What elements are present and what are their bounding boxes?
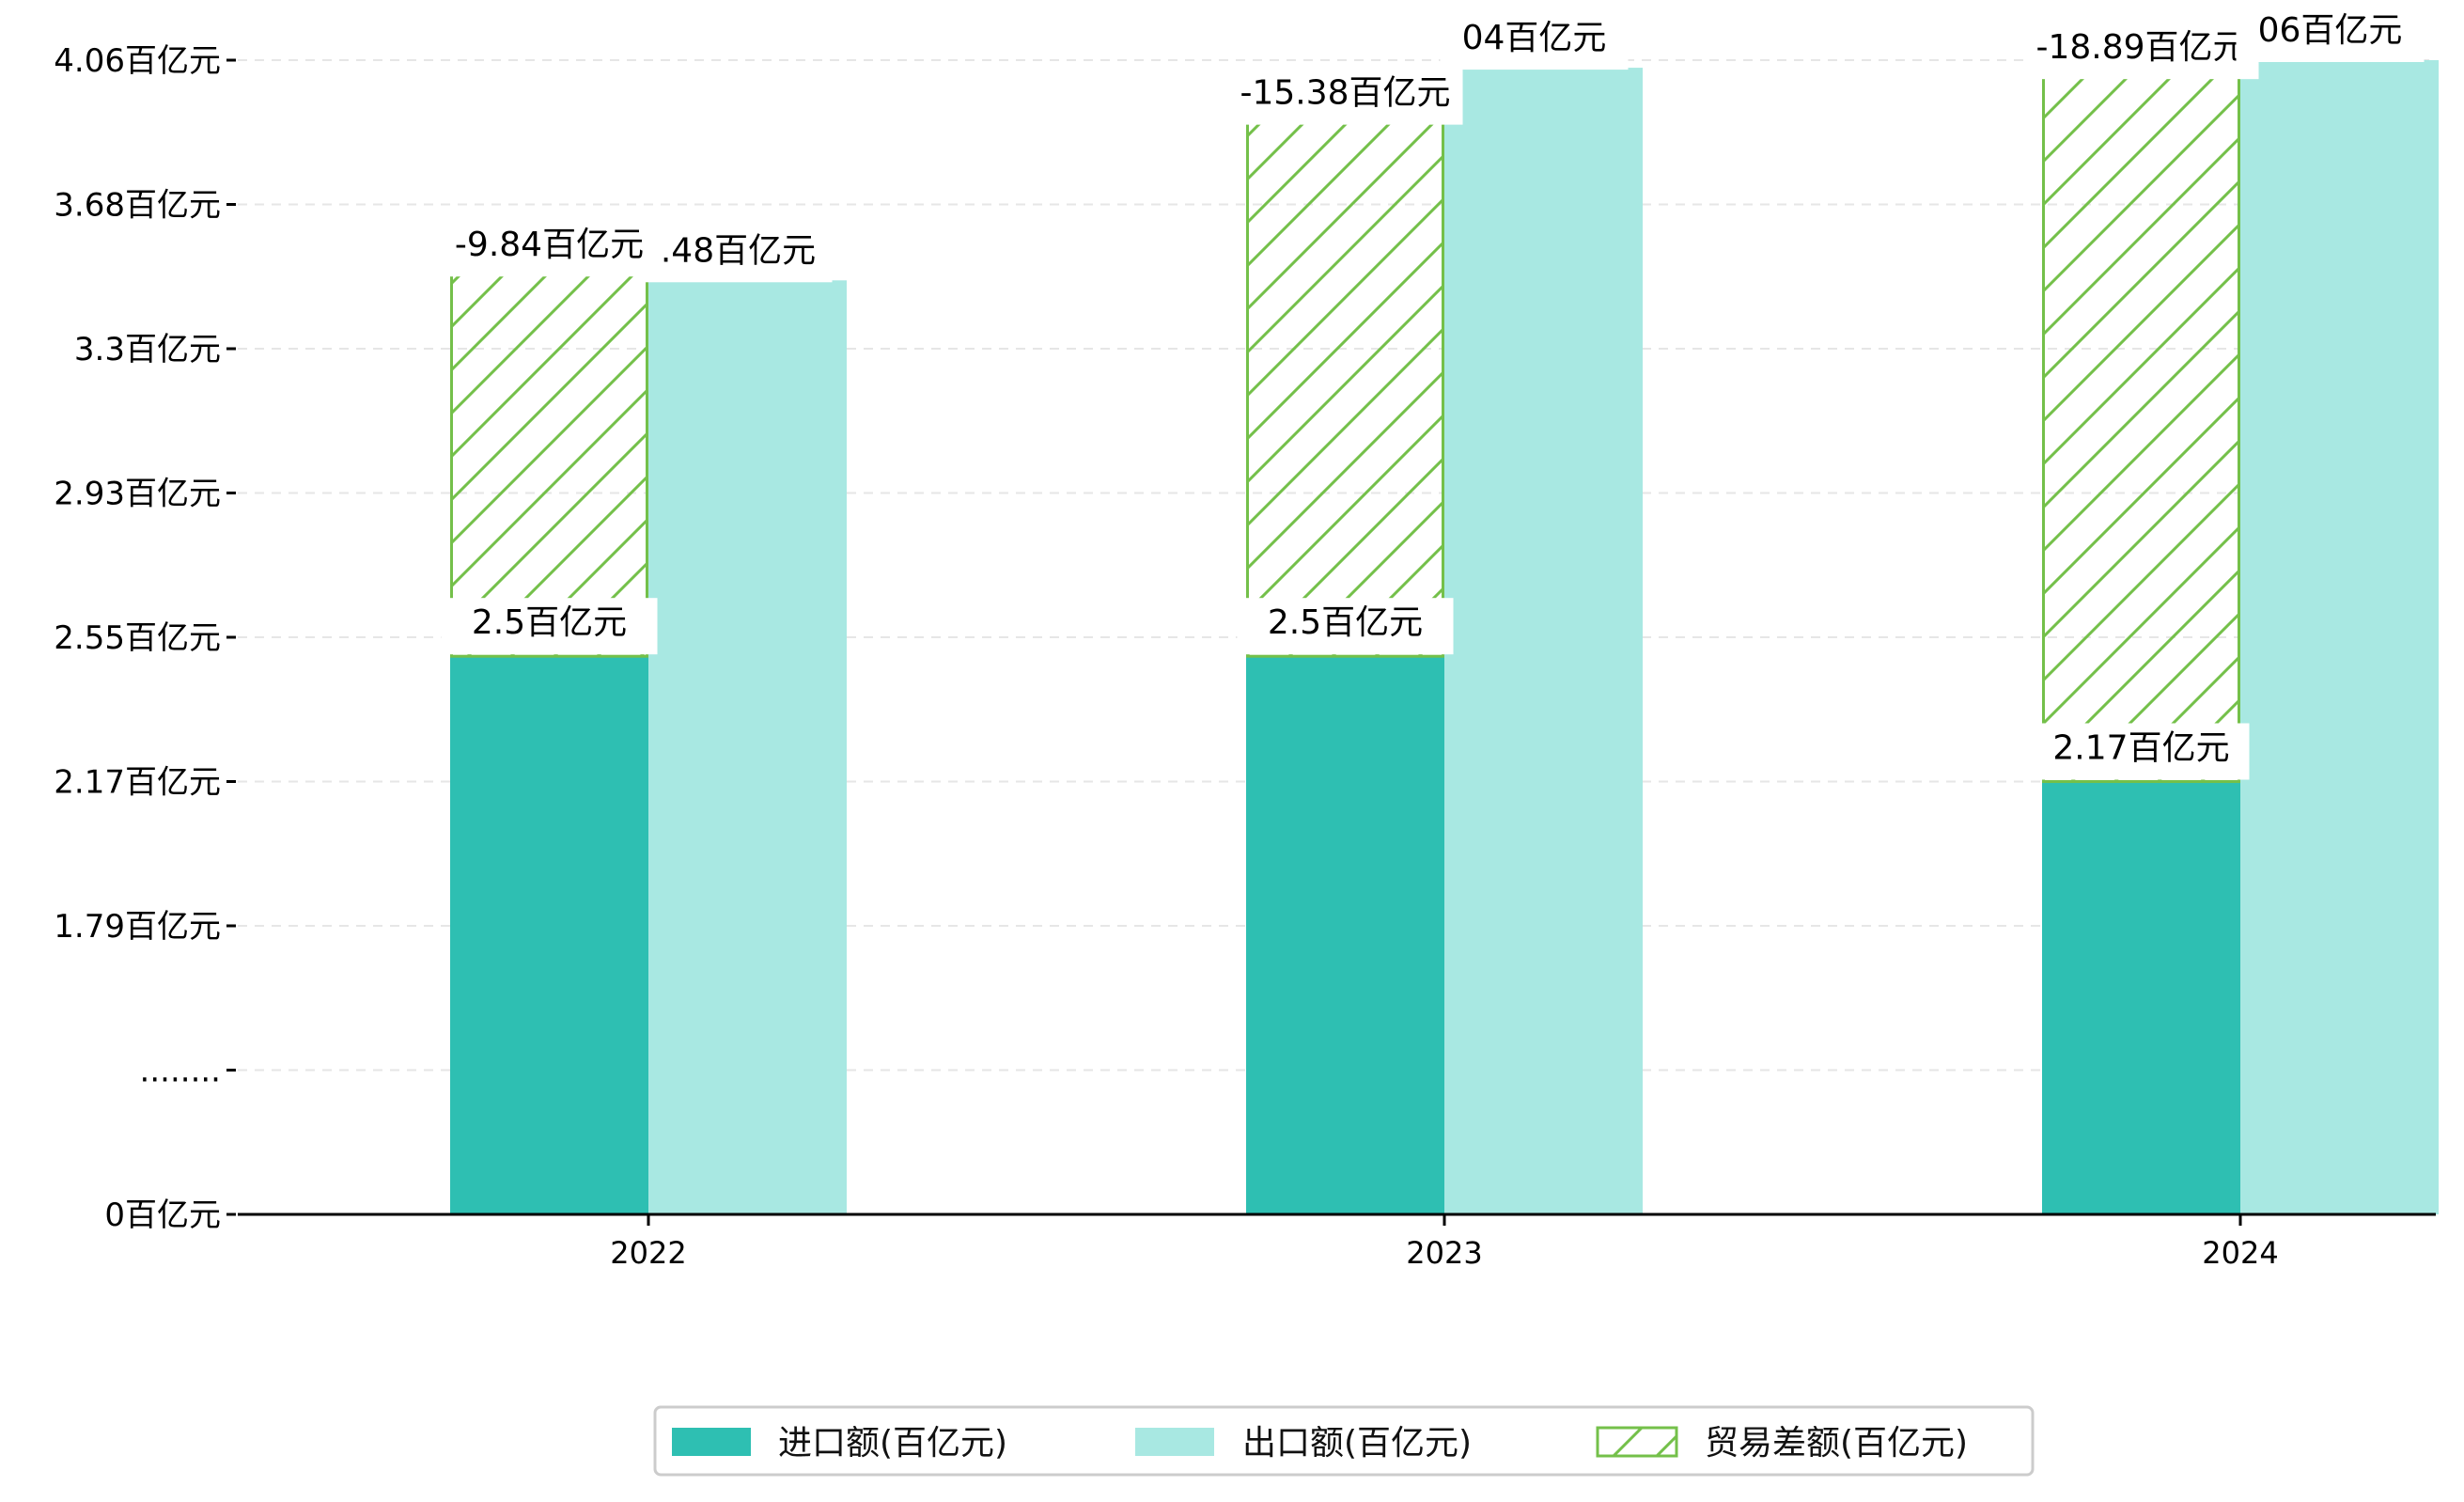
data-label-import-bg xyxy=(1237,598,1454,655)
data-label-import-bg xyxy=(441,598,658,655)
x-tick-label: 2022 xyxy=(610,1235,686,1271)
data-label-balance-bg xyxy=(431,220,667,277)
data-label-export-bg xyxy=(644,226,833,283)
axes: 0百亿元........ 1.79百亿元 2.17百亿元 2.55百亿元 2.93百亿元… xyxy=(54,42,2436,1271)
y-tick-label: 2.55百亿元 xyxy=(54,619,221,657)
data-label-balance-bg xyxy=(1227,68,1463,125)
data-label-import: 2.5百亿元 xyxy=(1268,603,1423,642)
data-label-export-bg xyxy=(2236,6,2425,62)
bar-export xyxy=(648,280,847,1215)
x-tick-label: 2023 xyxy=(1406,1235,1482,1271)
data-label-import-bg xyxy=(2033,723,2250,780)
data-label-import: 2.17百亿元 xyxy=(2052,729,2229,768)
bar-import xyxy=(450,656,648,1214)
data-label-export: .48百亿元 xyxy=(661,231,816,270)
y-tick-label: ........ xyxy=(140,1053,221,1090)
legend-swatch-import xyxy=(672,1428,751,1456)
legend-label-import: 进口额(百亿元) xyxy=(778,1424,1007,1463)
data-label-import: 2.5百亿元 xyxy=(472,603,627,642)
data-label-export-bg xyxy=(1440,13,1629,70)
data-labels: 2.5百亿元 -9.84百亿元 .48百亿元 2.5百亿元 -15.38百亿元 04百亿元… xyxy=(431,6,2425,780)
legend-swatch-export xyxy=(1135,1428,1214,1456)
data-label-export: 04百亿元 xyxy=(1462,19,1607,57)
legend-frame xyxy=(653,1405,2035,1477)
y-tick-label: 1.79百亿元 xyxy=(54,908,221,946)
y-tick-label: 0百亿元 xyxy=(104,1197,221,1234)
data-label-balance: -15.38百亿元 xyxy=(1240,74,1450,113)
bar-export xyxy=(2240,60,2439,1214)
y-tick-label: 3.68百亿元 xyxy=(54,187,221,225)
x-tick-label: 2024 xyxy=(2202,1235,2278,1271)
y-tick-label: 2.17百亿元 xyxy=(54,764,221,802)
legend-label-balance: 贸易差额(百亿元) xyxy=(1705,1424,1968,1463)
bars xyxy=(450,60,2439,1215)
bar-export xyxy=(1444,68,1643,1214)
legend-swatch-balance xyxy=(1596,1426,1678,1458)
bar-import xyxy=(2042,781,2240,1214)
data-label-export: 06百亿元 xyxy=(2258,11,2403,50)
bar-balance xyxy=(1246,119,1444,658)
bar-balance xyxy=(450,271,648,658)
bar-balance xyxy=(2042,73,2240,783)
data-label-balance: -18.89百亿元 xyxy=(2035,28,2246,67)
legend: 进口额(百亿元) 出口额(百亿元) 贸易差额(百亿元) xyxy=(653,1405,2035,1477)
y-tick-label: 3.3百亿元 xyxy=(74,331,221,368)
bar-import xyxy=(1246,656,1444,1214)
legend-label-export: 出口额(百亿元) xyxy=(1242,1424,1472,1463)
data-label-balance-bg xyxy=(2023,23,2259,80)
y-tick-label: 2.93百亿元 xyxy=(54,476,221,513)
data-label-balance: -9.84百亿元 xyxy=(455,226,644,264)
y-tick-label: 4.06百亿元 xyxy=(54,42,221,80)
